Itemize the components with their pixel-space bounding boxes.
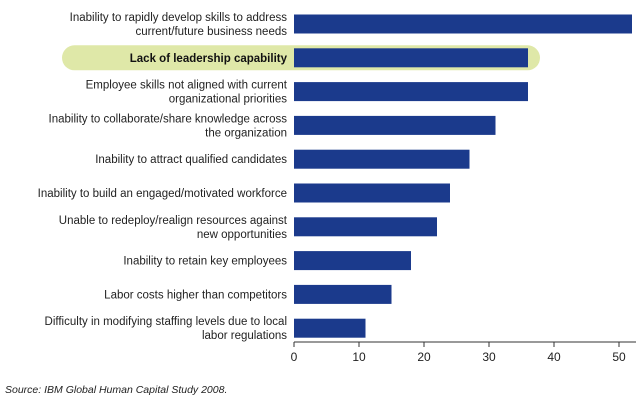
x-tick-label: 10 — [352, 350, 366, 364]
bar — [294, 14, 632, 34]
category-label: Inability to build an engaged/motivated … — [38, 188, 287, 200]
x-tick-label: 20 — [417, 350, 431, 364]
x-tick-label: 50 — [612, 350, 626, 364]
category-label: new opportunities — [197, 229, 287, 241]
bars — [294, 14, 632, 338]
category-label: Lack of leadership capability — [130, 53, 288, 65]
category-label: current/future business needs — [135, 26, 287, 38]
category-label: Difficulty in modifying staffing levels … — [45, 316, 287, 328]
bar — [294, 217, 437, 237]
x-tick-label: 40 — [547, 350, 561, 364]
bar — [294, 251, 411, 271]
category-label: organizational priorities — [169, 94, 288, 106]
category-label: Employee skills not aligned with current — [86, 80, 288, 92]
category-label: labor regulations — [202, 330, 287, 342]
category-label: Inability to attract qualified candidate… — [95, 154, 287, 166]
bar — [294, 82, 528, 102]
category-label: Inability to rapidly develop skills to a… — [70, 12, 288, 24]
source-note: Source: IBM Global Human Capital Study 2… — [5, 384, 228, 396]
bar — [294, 115, 496, 135]
bar — [294, 284, 392, 304]
category-label: Unable to redeploy/realign resources aga… — [59, 215, 288, 227]
category-label: Inability to collaborate/share knowledge… — [49, 113, 288, 125]
x-tick-label: 0 — [291, 350, 298, 364]
bar — [294, 318, 366, 338]
bar — [294, 48, 528, 68]
category-label: Inability to retain key employees — [123, 256, 287, 268]
bar — [294, 183, 450, 203]
bar — [294, 149, 470, 169]
category-label: the organization — [205, 127, 287, 139]
category-label: Labor costs higher than competitors — [104, 289, 287, 301]
x-axis: 0 10 20 30 40 50 — [291, 341, 636, 364]
x-tick-label: 30 — [482, 350, 496, 364]
category-labels: Inability to rapidly develop skills to a… — [38, 12, 288, 342]
